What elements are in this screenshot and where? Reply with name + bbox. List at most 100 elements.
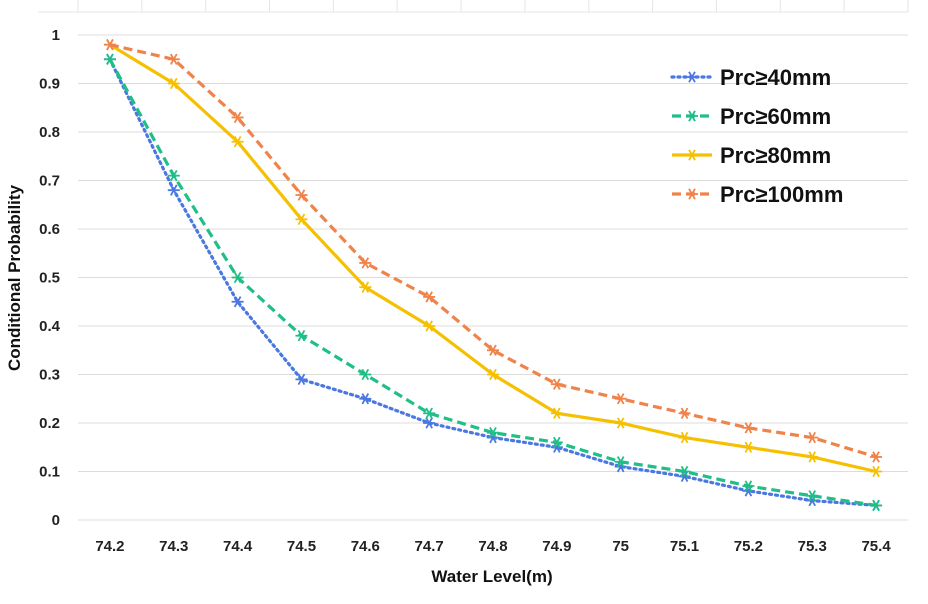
marker-stroke bbox=[233, 136, 242, 148]
marker-stroke bbox=[169, 53, 178, 65]
data-point bbox=[423, 417, 436, 429]
marker-stroke bbox=[553, 407, 561, 419]
marker-stroke bbox=[680, 470, 689, 483]
data-point bbox=[231, 296, 244, 308]
x-tick-label: 74.2 bbox=[95, 538, 124, 555]
legend: Prc≥40mm Prc≥60mm Prc≥80mm Prc≥100mm bbox=[670, 65, 843, 207]
marker-stroke bbox=[688, 110, 696, 122]
x-axis-title: Water Level(m) bbox=[431, 567, 552, 586]
y-tick-label: 0 bbox=[52, 512, 60, 529]
marker-stroke bbox=[425, 417, 433, 429]
marker-stroke bbox=[169, 77, 178, 90]
marker-stroke bbox=[297, 330, 306, 342]
legend-marker bbox=[686, 188, 698, 200]
data-point bbox=[550, 378, 563, 390]
marker-stroke bbox=[361, 257, 370, 269]
series-group bbox=[103, 39, 883, 512]
data-point bbox=[359, 368, 372, 381]
data-point bbox=[423, 291, 436, 303]
marker-stroke bbox=[489, 431, 497, 444]
y-axis-title: Conditional Probability bbox=[5, 184, 24, 371]
x-tick-label: 75 bbox=[612, 538, 629, 555]
marker-stroke bbox=[489, 427, 497, 439]
data-point bbox=[359, 281, 372, 293]
x-tick-label: 74.4 bbox=[223, 538, 253, 555]
gridlines bbox=[38, 0, 909, 521]
data-point bbox=[167, 53, 180, 65]
legend-marker bbox=[686, 71, 698, 83]
data-point bbox=[550, 436, 563, 449]
marker-stroke bbox=[688, 149, 696, 161]
data-point bbox=[231, 271, 244, 284]
marker-stroke bbox=[872, 465, 880, 478]
data-point bbox=[295, 213, 308, 225]
data-point bbox=[359, 393, 372, 405]
data-point bbox=[870, 499, 883, 512]
x-tick-label: 74.6 bbox=[351, 538, 380, 555]
data-point bbox=[103, 39, 116, 51]
marker-stroke bbox=[553, 436, 561, 449]
marker-stroke bbox=[106, 39, 114, 51]
data-point bbox=[550, 407, 563, 419]
x-tick-label: 74.5 bbox=[287, 538, 316, 555]
marker-stroke bbox=[872, 451, 880, 463]
y-tick-label: 0.6 bbox=[39, 221, 60, 238]
marker-stroke bbox=[872, 499, 880, 512]
marker-stroke bbox=[744, 441, 753, 453]
marker-stroke bbox=[361, 368, 370, 381]
data-point bbox=[806, 451, 819, 463]
data-point bbox=[614, 456, 627, 468]
marker-stroke bbox=[489, 344, 497, 356]
marker-stroke bbox=[169, 184, 178, 196]
y-tick-label: 0.7 bbox=[39, 173, 60, 190]
marker-stroke bbox=[106, 53, 114, 65]
data-point bbox=[678, 431, 691, 444]
data-point bbox=[295, 330, 308, 342]
marker-stroke bbox=[361, 393, 370, 405]
data-point bbox=[678, 465, 691, 478]
y-tick-label: 0.8 bbox=[39, 124, 60, 141]
y-tick-label: 0.2 bbox=[39, 415, 60, 432]
data-point bbox=[870, 465, 883, 478]
data-point bbox=[487, 344, 499, 356]
marker-stroke bbox=[297, 189, 306, 201]
marker-stroke bbox=[616, 417, 625, 429]
marker-stroke bbox=[233, 296, 242, 308]
x-tick-label: 75.4 bbox=[861, 538, 891, 555]
data-point bbox=[487, 431, 499, 444]
data-point bbox=[103, 53, 116, 65]
data-point bbox=[231, 111, 244, 124]
marker-stroke bbox=[680, 431, 689, 444]
marker-stroke bbox=[169, 169, 178, 182]
y-tick-label: 0.3 bbox=[39, 367, 60, 384]
x-tick-label: 75.3 bbox=[798, 538, 827, 555]
data-point bbox=[487, 368, 499, 381]
data-point bbox=[742, 441, 755, 453]
marker-stroke bbox=[744, 422, 753, 434]
data-point bbox=[870, 451, 883, 463]
data-point bbox=[359, 257, 372, 269]
data-point bbox=[423, 320, 436, 332]
legend-marker bbox=[686, 110, 698, 122]
data-point bbox=[167, 169, 180, 182]
marker-stroke bbox=[808, 490, 817, 502]
marker-stroke bbox=[744, 480, 753, 492]
data-point bbox=[806, 490, 819, 502]
marker-stroke bbox=[688, 71, 696, 83]
data-point bbox=[742, 422, 755, 434]
y-tick-label: 0.5 bbox=[39, 270, 60, 287]
y-tick-label: 0.1 bbox=[39, 464, 60, 481]
marker-stroke bbox=[425, 320, 433, 332]
marker-stroke bbox=[489, 368, 497, 381]
y-tick-labels: 0 0.1 0.2 0.3 0.4 0.5 0.6 0.7 0.8 0.9 1 bbox=[39, 27, 61, 529]
marker-stroke bbox=[361, 281, 370, 293]
marker-stroke bbox=[233, 111, 242, 124]
x-tick-label: 75.1 bbox=[670, 538, 699, 555]
data-point bbox=[614, 417, 627, 429]
x-tick-labels: 74.2 74.3 74.4 74.5 74.6 74.7 74.8 74.9 75 75.1 75… bbox=[95, 538, 891, 555]
data-point bbox=[231, 136, 244, 148]
legend-label: Prc≥80mm bbox=[720, 143, 831, 168]
data-point bbox=[167, 77, 180, 90]
